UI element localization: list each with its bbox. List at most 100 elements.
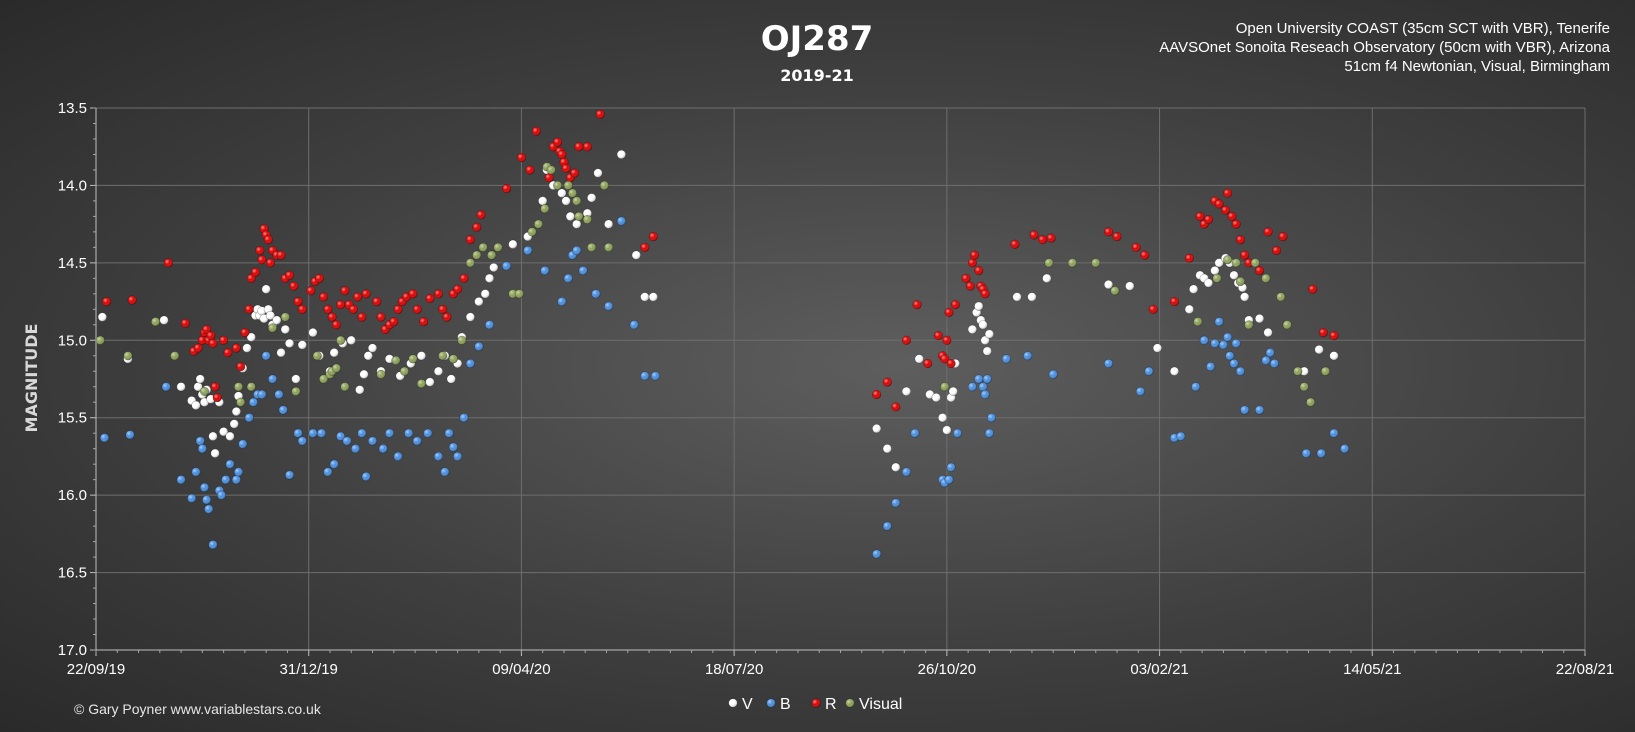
data-point-visual bbox=[1067, 258, 1077, 268]
data-point-b bbox=[650, 371, 661, 381]
data-point-r bbox=[223, 348, 233, 358]
data-point-v bbox=[984, 329, 995, 339]
data-point-visual bbox=[1110, 286, 1120, 296]
data-point-b bbox=[278, 405, 288, 415]
data-point-r bbox=[401, 292, 412, 302]
data-point-v bbox=[1125, 281, 1135, 291]
data-point-b bbox=[1240, 405, 1250, 415]
data-point-visual bbox=[448, 354, 458, 364]
data-point-r bbox=[472, 222, 482, 232]
data-point-r bbox=[516, 152, 527, 163]
data-point-visual bbox=[472, 250, 482, 260]
data-point-b bbox=[629, 320, 639, 330]
data-point-r bbox=[974, 266, 984, 276]
data-point-v bbox=[291, 374, 301, 384]
data-point-visual bbox=[312, 351, 322, 361]
data-point-r bbox=[1148, 304, 1158, 314]
data-point-b bbox=[1265, 348, 1275, 358]
data-point-r bbox=[923, 358, 933, 369]
data-point-b bbox=[191, 467, 201, 477]
data-point-b bbox=[195, 436, 205, 446]
data-point-r bbox=[376, 312, 386, 322]
data-point-r bbox=[980, 289, 990, 299]
data-point-visual bbox=[487, 250, 497, 260]
data-point-visual bbox=[236, 397, 246, 407]
data-point-r bbox=[263, 235, 273, 245]
data-point-b bbox=[872, 549, 882, 559]
legend-label: B bbox=[780, 696, 791, 713]
data-point-visual bbox=[280, 312, 290, 322]
data-point-b bbox=[336, 431, 346, 441]
data-point-v bbox=[97, 312, 107, 322]
data-point-visual bbox=[199, 386, 210, 396]
data-point-r bbox=[348, 304, 358, 314]
data-point-r bbox=[476, 210, 486, 220]
data-point-visual bbox=[546, 165, 556, 175]
y-tick-label: 16.0 bbox=[58, 487, 87, 504]
data-point-b bbox=[233, 467, 244, 477]
data-point-b bbox=[99, 433, 110, 443]
data-point-r bbox=[438, 304, 448, 314]
data-point-v bbox=[280, 324, 290, 335]
data-point-b bbox=[459, 413, 469, 423]
data-point-r bbox=[942, 335, 952, 345]
data-point-v bbox=[593, 168, 603, 178]
data-point-b bbox=[1135, 386, 1146, 396]
data-point-v bbox=[193, 382, 203, 392]
data-point-v bbox=[284, 338, 295, 348]
data-point-b bbox=[944, 475, 954, 485]
data-point-r bbox=[244, 304, 254, 314]
data-point-visual bbox=[1193, 317, 1203, 327]
data-point-visual bbox=[1091, 258, 1101, 268]
data-point-r bbox=[327, 312, 337, 322]
data-point-v bbox=[1012, 292, 1022, 302]
data-point-r bbox=[531, 126, 541, 136]
data-point-visual bbox=[457, 335, 467, 345]
data-point-v bbox=[433, 366, 444, 376]
data-point-v bbox=[229, 419, 239, 429]
data-point-b bbox=[1103, 358, 1114, 369]
data-point-v bbox=[446, 374, 456, 384]
data-point-v bbox=[329, 348, 339, 358]
data-point-visual bbox=[233, 382, 244, 392]
data-point-v bbox=[265, 310, 276, 321]
data-point-r bbox=[389, 317, 399, 327]
data-point-visual bbox=[940, 382, 950, 392]
data-point-b bbox=[978, 382, 988, 392]
data-point-r bbox=[246, 273, 256, 283]
data-point-v bbox=[355, 385, 365, 395]
data-point-visual bbox=[587, 242, 597, 252]
data-point-b bbox=[293, 428, 303, 438]
data-point-visual bbox=[1276, 292, 1286, 302]
data-point-b bbox=[248, 397, 259, 407]
data-point-b bbox=[1214, 317, 1224, 327]
data-point-v bbox=[974, 301, 984, 311]
data-point-b bbox=[1301, 448, 1311, 458]
data-point-b bbox=[986, 413, 997, 423]
data-point-v bbox=[557, 188, 567, 198]
data-point-r bbox=[1231, 219, 1241, 229]
data-point-visual bbox=[1212, 273, 1222, 283]
data-point-v bbox=[931, 392, 941, 403]
legend: V B R Visual bbox=[728, 696, 902, 713]
data-point-r bbox=[202, 324, 212, 335]
y-tick-label: 15.0 bbox=[58, 332, 87, 349]
data-point-visual bbox=[1250, 258, 1260, 268]
data-point-r bbox=[357, 312, 367, 322]
data-point-visual bbox=[540, 204, 550, 214]
data-point-visual bbox=[170, 351, 180, 361]
data-point-b bbox=[563, 273, 573, 283]
legend-label: R bbox=[825, 696, 837, 713]
data-point-v bbox=[978, 320, 988, 330]
data-point-visual bbox=[567, 188, 578, 198]
data-point-r bbox=[219, 335, 229, 345]
data-point-r bbox=[425, 293, 435, 304]
data-point-r bbox=[442, 312, 452, 322]
x-tick-label: 18/07/20 bbox=[705, 661, 763, 678]
data-point-b bbox=[208, 540, 218, 550]
data-point-r bbox=[297, 304, 307, 314]
data-point-v bbox=[195, 374, 205, 384]
data-point-b bbox=[1191, 382, 1201, 392]
plot-points bbox=[95, 109, 1350, 559]
y-axis-ticks: 13.5 14.0 14.5 15.0 15.5 16.0 16.5 17.0 bbox=[58, 100, 96, 659]
